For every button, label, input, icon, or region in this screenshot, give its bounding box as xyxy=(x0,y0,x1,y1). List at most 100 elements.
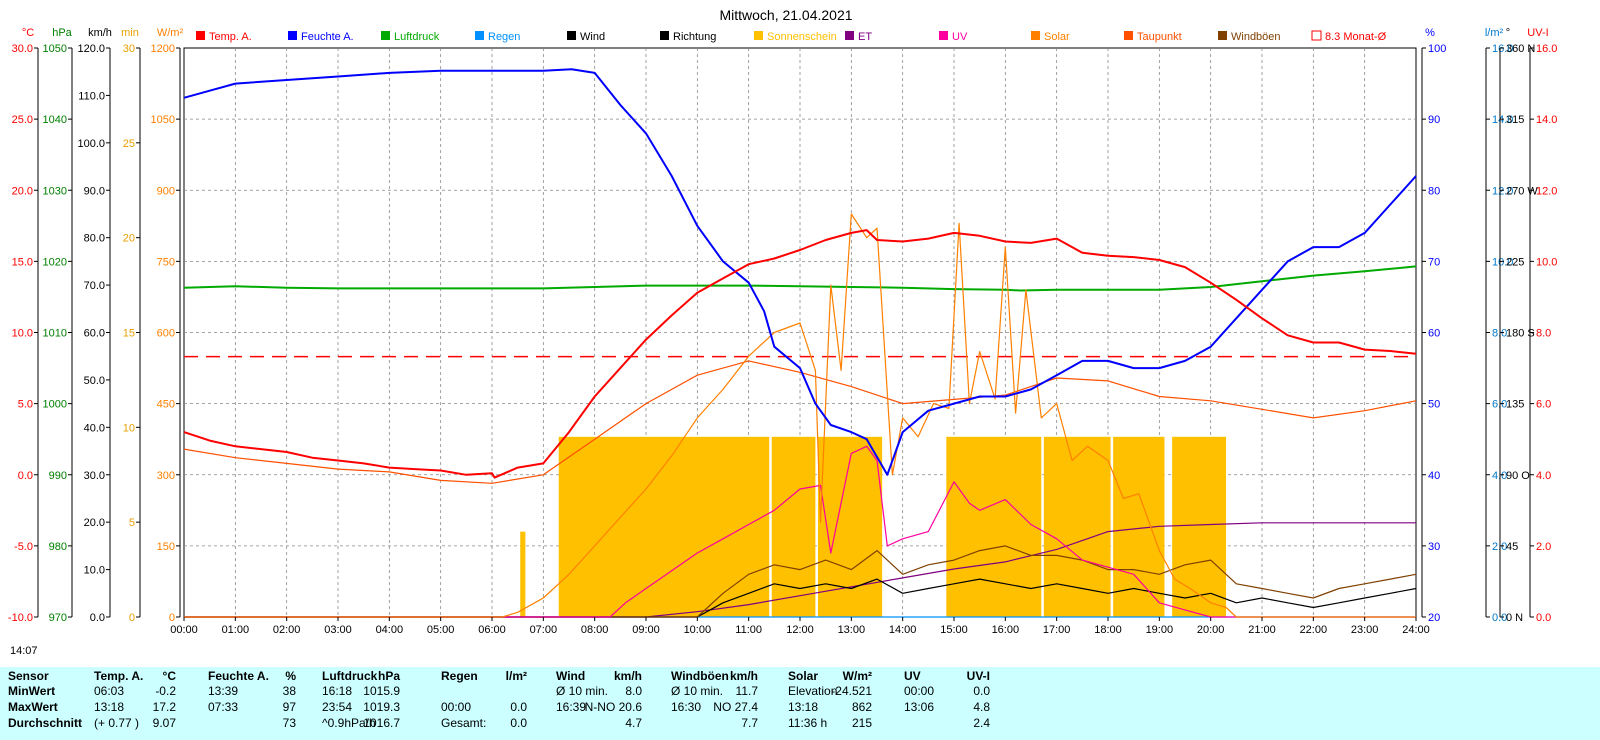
summary-cell: 38 xyxy=(282,684,296,698)
left-tick-label: 20 xyxy=(123,233,135,245)
sunshine-bar xyxy=(520,531,526,617)
left-tick-label: 15.0 xyxy=(12,256,33,268)
left-tick-label: 15 xyxy=(123,328,135,340)
left-tick-label: 0 xyxy=(129,612,135,624)
x-tick-label: 13:00 xyxy=(838,624,866,636)
right-tick-label: 20 xyxy=(1428,612,1440,624)
x-tick-label: 16:00 xyxy=(992,624,1020,636)
legend-swatch xyxy=(754,31,763,40)
right-tick-label: 0.0 xyxy=(1492,612,1507,624)
right-tick-label: 45 xyxy=(1506,541,1518,553)
left-tick-label: 30.0 xyxy=(12,43,33,55)
x-tick-label: 01:00 xyxy=(222,624,250,636)
sunshine-bar xyxy=(1043,436,1111,617)
legend-swatch xyxy=(567,31,576,40)
right-tick-label: 6.0 xyxy=(1536,399,1551,411)
right-tick-label: 225 xyxy=(1506,256,1524,268)
summary-cell: 1019.3 xyxy=(363,700,400,714)
legend-item: Sonnenschein xyxy=(767,31,837,43)
x-tick-label: 05:00 xyxy=(427,624,455,636)
right-tick-label: 270 W xyxy=(1506,185,1538,197)
legend-item: ET xyxy=(858,31,872,43)
legend-swatch xyxy=(939,31,948,40)
summary-cell: 23:54 xyxy=(322,700,353,714)
summary-row-label: MaxWert xyxy=(8,700,58,714)
summary-header: Luftdruck xyxy=(322,669,378,683)
summary-cell: 06:03 xyxy=(94,684,125,698)
summary-cell: 2.4 xyxy=(973,716,990,730)
right-tick-label: 0.0 xyxy=(1536,612,1551,624)
right-tick-label: 70 xyxy=(1428,256,1440,268)
sunshine-bar xyxy=(946,436,1042,617)
summary-cell: ^0.9hPa/h xyxy=(322,716,376,730)
left-tick-label: 750 xyxy=(157,256,175,268)
summary-cell: 4.7 xyxy=(625,716,642,730)
x-tick-label: 18:00 xyxy=(1094,624,1122,636)
x-tick-label: 06:00 xyxy=(478,624,506,636)
left-tick-label: 1040 xyxy=(43,114,67,126)
x-tick-label: 00:00 xyxy=(170,624,198,636)
x-tick-label: 23:00 xyxy=(1351,624,1379,636)
legend-swatch xyxy=(1311,30,1322,41)
left-tick-label: 10 xyxy=(123,422,135,434)
summary-header: °C xyxy=(162,669,176,683)
right-tick-label: 90 xyxy=(1428,114,1440,126)
x-tick-label: 17:00 xyxy=(1043,624,1071,636)
summary-cell: Elevation xyxy=(788,684,838,698)
summary-cell: 0.0 xyxy=(510,716,527,730)
summary-cell: Ø 10 min. xyxy=(556,684,609,698)
x-tick-label: 21:00 xyxy=(1248,624,1276,636)
legend-swatch xyxy=(660,31,669,40)
series-luftdruck xyxy=(183,265,1417,292)
left-tick-label: 600 xyxy=(157,328,175,340)
left-tick-label: 5 xyxy=(129,517,135,529)
left-tick-label: 0.0 xyxy=(90,612,105,624)
series-taupunkt xyxy=(183,360,1417,484)
summary-cell: 13:18 xyxy=(94,700,125,714)
summary-header: UV-I xyxy=(966,669,990,683)
summary-table: Sensor Temp. A. °C Feuchte A.% Luftdruck hPa R… xyxy=(0,667,1600,740)
sunshine-bar xyxy=(558,436,770,617)
left-tick-label: 120.0 xyxy=(77,43,105,55)
legend-item: Temp. A. xyxy=(209,31,252,43)
left-tick-label: 60.0 xyxy=(84,328,105,340)
summary-cell: -24.521 xyxy=(831,684,872,698)
right-axis-unit: l/m² xyxy=(1485,27,1504,39)
left-tick-label: 0.0 xyxy=(18,470,33,482)
left-tick-label: 1020 xyxy=(43,256,67,268)
legend-item: Wind xyxy=(580,31,605,43)
x-tick-label: 09:00 xyxy=(632,624,660,636)
series-temp-a- xyxy=(183,229,1417,479)
summary-cell: 16:18 xyxy=(322,684,353,698)
legend-swatch xyxy=(196,31,205,40)
series-windb-en xyxy=(184,545,1417,618)
weather-chart: Mittwoch, 21.04.2021 Temp. A. Feuchte A. L… xyxy=(8,7,1558,636)
left-tick-label: 990 xyxy=(49,470,67,482)
summary-cell: 8.0 xyxy=(625,684,642,698)
min-time-label: 14:07 xyxy=(10,645,38,657)
sunshine-bar xyxy=(817,436,883,617)
summary-cell: 4.8 xyxy=(973,700,990,714)
summary-cell: -0.2 xyxy=(155,684,176,698)
left-tick-label: 1010 xyxy=(43,328,67,340)
left-axis-unit: hPa xyxy=(52,27,72,39)
legend: Temp. A. Feuchte A. Luftdruck Regen Wind Rich… xyxy=(196,30,1387,43)
summary-header: Feuchte A. xyxy=(208,669,269,683)
summary-cell: 215 xyxy=(851,716,872,730)
legend-item: Solar xyxy=(1044,31,1070,43)
left-tick-label: -5.0 xyxy=(14,541,33,553)
summary-cell: 16:39 xyxy=(556,700,587,714)
right-tick-label: 30 xyxy=(1428,541,1440,553)
summary-header: Windböen xyxy=(671,669,729,683)
summary-cell: 13:06 xyxy=(904,700,935,714)
series-wind xyxy=(184,578,1417,618)
summary-header: Regen xyxy=(441,669,478,683)
summary-cell: 0.0 xyxy=(510,700,527,714)
legend-item: Richtung xyxy=(673,31,716,43)
x-tick-label: 24:00 xyxy=(1402,624,1430,636)
left-tick-label: 150 xyxy=(157,541,175,553)
right-tick-label: 10.0 xyxy=(1492,256,1513,268)
left-tick-label: 980 xyxy=(49,541,67,553)
summary-header: km/h xyxy=(613,669,642,683)
legend-swatch xyxy=(845,31,854,40)
